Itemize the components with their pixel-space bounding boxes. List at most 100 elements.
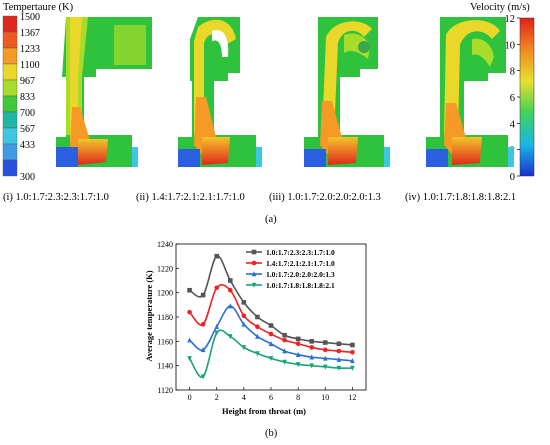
legend-marker-4 [251, 282, 257, 288]
data-point-series-1 [295, 336, 301, 342]
panel-caption-3: (iii) 1.0:1.7:2.0:2.0:2.0:1.3 [269, 192, 381, 203]
velocity-tick-label: 10 [505, 40, 516, 51]
y-tick-label: 1160 [157, 337, 173, 346]
data-point-series-1 [350, 342, 355, 348]
data-point-series-3 [350, 358, 355, 364]
panel-caption-1: (i) 1.0:1.7:2.3:2.3:1.7:1.0 [3, 192, 109, 203]
data-point-series-3 [268, 340, 274, 347]
temperature-tick-label: 967 [20, 76, 35, 87]
data-point-series-1 [214, 253, 220, 259]
temperature-colorbar-block [2, 15, 18, 33]
data-point-series-2 [282, 337, 287, 343]
data-point-series-4 [350, 365, 355, 371]
data-point-series-1 [200, 292, 206, 298]
x-tick-label: 2 [215, 393, 219, 402]
data-point-series-3 [187, 337, 192, 343]
data-point-series-4 [227, 334, 233, 340]
panel-caption-4: (iv) 1.0:1.7:1.8:1.8:1.8:2.1 [405, 192, 517, 203]
data-point-series-3 [336, 356, 342, 362]
temperature-colorbar-block [2, 111, 18, 129]
panel-caption-2: (ii) 1.4:1.7:2.1:2.1:1.7:1.0 [136, 192, 245, 203]
contour-panel-3 [304, 17, 390, 167]
legend-entry-2: 1.4:1.7:2.1:2.1:1.7:1.0 [266, 259, 335, 268]
legend-entry-1: 1.0:1.7:2.3:2.3:1.7:1.0 [266, 248, 335, 257]
y-tick-label: 1220 [157, 264, 173, 273]
velocity-tick-label: 4 [510, 119, 516, 130]
x-axis-label: Height from throat (m) [222, 406, 306, 416]
data-point-series-3 [322, 355, 328, 361]
data-point-series-2 [350, 349, 355, 355]
y-axis-label: Average temperature (K) [144, 270, 154, 361]
data-point-series-2 [268, 331, 274, 337]
x-tick-label: 6 [269, 393, 273, 402]
data-point-series-2 [295, 341, 301, 347]
temperature-colorbar-block [2, 143, 18, 161]
temperature-colorbar-block [2, 159, 18, 177]
data-point-series-4 [336, 365, 342, 371]
temperature-colorbar-block [2, 127, 18, 145]
y-tick-label: 1180 [157, 313, 173, 322]
legend-entry-4: 1.0:1.7:1.8:1.8:1.8:2.1 [266, 281, 335, 290]
data-point-series-1 [282, 332, 287, 338]
temperature-colorbar: 1500 1367 1233 1100 967 833 700 567 433 300 [2, 12, 40, 183]
data-point-series-1 [187, 287, 192, 293]
data-point-series-2 [200, 322, 206, 327]
velocity-tick-label: 0 [510, 172, 515, 183]
data-point-series-4 [241, 345, 247, 351]
temperature-colorbar-block [2, 31, 18, 49]
contour-panel-1 [56, 17, 152, 167]
data-point-series-4 [187, 356, 192, 362]
data-point-series-1 [268, 323, 274, 328]
data-point-series-4 [309, 363, 315, 369]
x-tick-label: 10 [321, 393, 329, 402]
temperature-tick-label: 1100 [20, 60, 40, 71]
data-point-series-1 [241, 300, 247, 305]
data-point-series-3 [282, 348, 287, 354]
data-point-series-4 [322, 364, 328, 370]
contour-panel-4 [426, 17, 514, 167]
temperature-tick-label: 300 [20, 172, 35, 183]
legend-marker-1 [251, 249, 257, 255]
temperature-tick-label: 1233 [20, 44, 40, 55]
data-point-series-2 [214, 285, 220, 291]
data-point-series-1 [227, 278, 233, 283]
data-point-series-4 [268, 356, 274, 362]
temperature-colorbar-block [2, 95, 18, 113]
data-point-series-2 [255, 324, 260, 330]
data-point-series-1 [309, 339, 315, 344]
data-point-series-2 [322, 347, 328, 353]
data-point-series-3 [227, 303, 233, 309]
temperature-tick-label: 1500 [20, 12, 40, 23]
temperature-tick-label: 433 [20, 140, 35, 151]
legend-marker-2 [251, 260, 257, 266]
data-point-series-3 [241, 321, 247, 327]
data-point-series-4 [200, 374, 206, 380]
temperature-tick-label: 833 [20, 92, 35, 103]
data-point-series-2 [241, 313, 247, 319]
y-tick-label: 1240 [157, 240, 173, 249]
y-tick-label: 1120 [157, 386, 173, 395]
x-tick-label: 8 [296, 393, 300, 402]
average-temperature-chart: 0 2 4 6 8 10 12 1120 1140 1160 1180 1200 1220 1240 1.… [144, 240, 367, 416]
data-point-series-2 [309, 345, 315, 350]
legend-marker-3 [251, 271, 257, 277]
data-point-series-1 [322, 340, 328, 345]
contour-panels: 1500 1367 1233 1100 967 833 700 567 433 300 12 10 8… [2, 12, 535, 183]
temperature-colorbar-block [2, 63, 18, 81]
legend-entry-3: 1.0:1.7:2.0:2.0:2.0:1.3 [266, 270, 335, 279]
data-point-series-2 [227, 287, 233, 293]
temperature-tick-label: 700 [20, 108, 35, 119]
temperature-tick-label: 567 [20, 124, 35, 135]
velocity-tick-label: 12 [505, 14, 516, 25]
data-point-series-3 [200, 347, 206, 353]
data-point-series-3 [309, 354, 315, 360]
x-tick-label: 12 [348, 393, 356, 402]
temperature-legend-title: Tempertaure (K) [3, 2, 74, 13]
data-point-series-4 [214, 330, 220, 336]
data-point-series-3 [214, 323, 220, 330]
velocity-tick-label: 8 [510, 67, 515, 78]
temperature-tick-label: 1367 [20, 28, 40, 39]
data-point-series-4 [295, 362, 301, 368]
series-line-4 [188, 329, 353, 378]
data-point-series-2 [336, 348, 342, 354]
